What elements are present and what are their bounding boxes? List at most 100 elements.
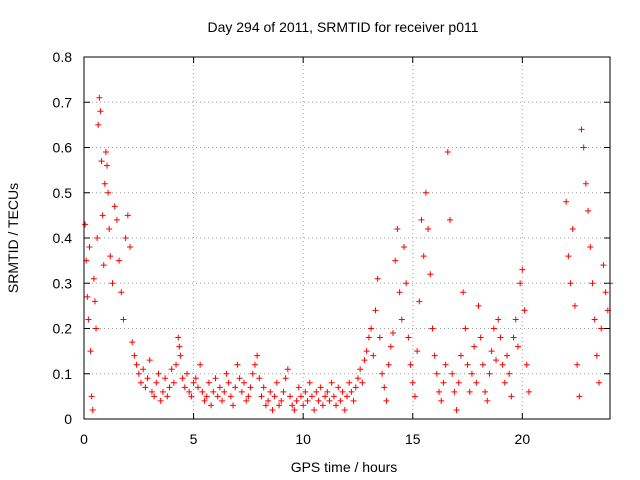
data-point bbox=[164, 393, 171, 400]
data-point bbox=[414, 348, 421, 355]
data-point bbox=[499, 361, 506, 368]
data-point bbox=[282, 375, 289, 382]
data-point bbox=[574, 361, 581, 368]
data-point bbox=[442, 361, 449, 368]
data-point bbox=[304, 397, 311, 404]
data-point bbox=[267, 388, 274, 395]
data-point bbox=[236, 375, 243, 382]
data-point bbox=[208, 402, 215, 409]
data-point bbox=[137, 379, 144, 386]
data-point bbox=[497, 334, 504, 341]
data-point bbox=[273, 379, 280, 386]
data-point bbox=[589, 280, 596, 287]
data-point bbox=[447, 216, 454, 223]
data-point bbox=[131, 352, 138, 359]
data-point bbox=[563, 198, 570, 205]
data-point bbox=[99, 212, 106, 219]
data-point bbox=[179, 375, 186, 382]
data-point bbox=[194, 384, 201, 391]
data-point bbox=[514, 343, 521, 350]
data-point bbox=[451, 388, 458, 395]
data-point bbox=[346, 379, 353, 386]
data-point bbox=[210, 388, 217, 395]
data-point bbox=[337, 397, 344, 404]
data-point bbox=[333, 402, 340, 409]
y-tick-label: 0.8 bbox=[53, 49, 73, 65]
data-point bbox=[335, 384, 342, 391]
data-point bbox=[159, 388, 166, 395]
x-tick-label: 0 bbox=[80, 431, 88, 447]
data-point bbox=[407, 361, 414, 368]
data-point bbox=[287, 393, 294, 400]
data-point bbox=[151, 393, 158, 400]
data-point bbox=[326, 397, 333, 404]
data-point bbox=[148, 388, 155, 395]
data-point bbox=[278, 397, 285, 404]
data-point bbox=[433, 370, 440, 377]
data-point bbox=[339, 388, 346, 395]
y-tick-label: 0.7 bbox=[53, 94, 73, 110]
data-point bbox=[352, 384, 359, 391]
data-point bbox=[464, 361, 471, 368]
data-point bbox=[311, 406, 318, 413]
data-point bbox=[192, 375, 199, 382]
data-point bbox=[295, 384, 302, 391]
data-point bbox=[324, 388, 331, 395]
data-point bbox=[260, 384, 267, 391]
data-point bbox=[133, 361, 140, 368]
y-tick-label: 0.6 bbox=[53, 140, 73, 156]
data-point bbox=[517, 280, 524, 287]
data-point bbox=[420, 253, 427, 260]
data-point bbox=[322, 393, 329, 400]
data-point bbox=[598, 325, 605, 332]
data-point bbox=[91, 298, 98, 305]
data-point bbox=[510, 334, 517, 341]
data-point bbox=[302, 388, 309, 395]
data-point bbox=[87, 348, 94, 355]
data-point bbox=[247, 384, 254, 391]
data-point bbox=[488, 348, 495, 355]
data-point bbox=[181, 384, 188, 391]
data-point bbox=[97, 108, 104, 115]
data-point bbox=[280, 388, 287, 395]
data-point bbox=[214, 393, 221, 400]
data-point bbox=[490, 325, 497, 332]
y-tick-label: 0.4 bbox=[53, 230, 73, 246]
data-point bbox=[127, 244, 134, 251]
data-point bbox=[354, 375, 361, 382]
data-point bbox=[565, 253, 572, 260]
data-point bbox=[438, 397, 445, 404]
data-point bbox=[416, 298, 423, 305]
data-point bbox=[468, 370, 475, 377]
data-point bbox=[221, 388, 228, 395]
data-point bbox=[95, 121, 102, 128]
data-point bbox=[293, 397, 300, 404]
data-point bbox=[462, 325, 469, 332]
data-point bbox=[89, 406, 96, 413]
data-point bbox=[383, 397, 390, 404]
data-point bbox=[365, 334, 372, 341]
data-point bbox=[519, 266, 526, 273]
data-point bbox=[374, 275, 381, 282]
data-point bbox=[313, 388, 320, 395]
data-point bbox=[431, 352, 438, 359]
data-point bbox=[381, 384, 388, 391]
data-point bbox=[330, 393, 337, 400]
data-point bbox=[436, 388, 443, 395]
y-tick-label: 0.3 bbox=[53, 275, 73, 291]
data-point bbox=[403, 280, 410, 287]
data-point bbox=[508, 393, 515, 400]
data-point bbox=[484, 397, 491, 404]
data-point bbox=[593, 352, 600, 359]
data-point bbox=[201, 397, 208, 404]
data-point bbox=[205, 379, 212, 386]
data-point bbox=[317, 384, 324, 391]
grid-layer bbox=[83, 56, 610, 420]
data-point bbox=[453, 406, 460, 413]
data-point bbox=[392, 257, 399, 264]
data-point bbox=[427, 271, 434, 278]
data-point bbox=[102, 149, 109, 156]
data-point bbox=[122, 235, 129, 241]
data-point bbox=[216, 384, 223, 391]
